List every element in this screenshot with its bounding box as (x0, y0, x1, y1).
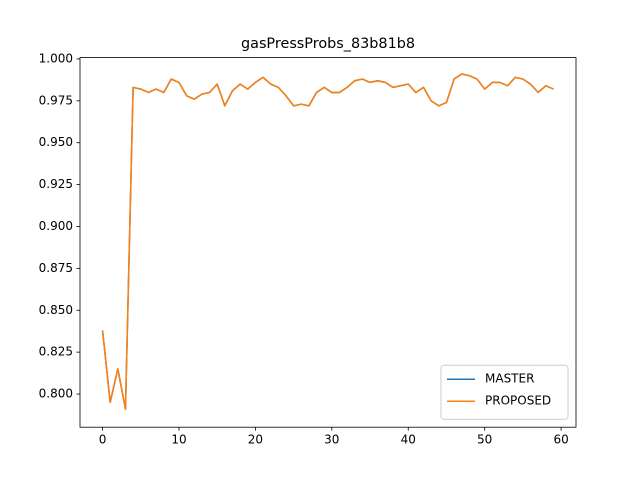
y-tick-label: 0.925 (39, 177, 73, 191)
y-tick-label: 1.000 (39, 51, 73, 65)
x-tick-label: 30 (324, 433, 339, 447)
x-tick-label: 20 (248, 433, 263, 447)
y-tick-label: 0.850 (39, 303, 73, 317)
x-tick-label: 10 (171, 433, 186, 447)
chart-title: gasPressProbs_83b81b8 (241, 36, 415, 52)
y-tick-label: 0.950 (39, 135, 73, 149)
x-tick-label: 40 (401, 433, 416, 447)
y-tick-label: 0.875 (39, 261, 73, 275)
y-tick-label: 0.825 (39, 345, 73, 359)
x-tick-label: 0 (99, 433, 107, 447)
legend: MASTER PROPOSED (440, 364, 569, 420)
line-series (101, 73, 554, 410)
y-tick-label: 0.975 (39, 93, 73, 107)
legend-label: MASTER (485, 372, 534, 386)
axes-frame (79, 57, 577, 428)
legend-label: PROPOSED (485, 394, 551, 408)
y-tick-label: 0.800 (39, 387, 73, 401)
x-tick-label: 50 (477, 433, 492, 447)
y-tick-label: 0.900 (39, 219, 73, 233)
x-tick-label: 60 (553, 433, 568, 447)
